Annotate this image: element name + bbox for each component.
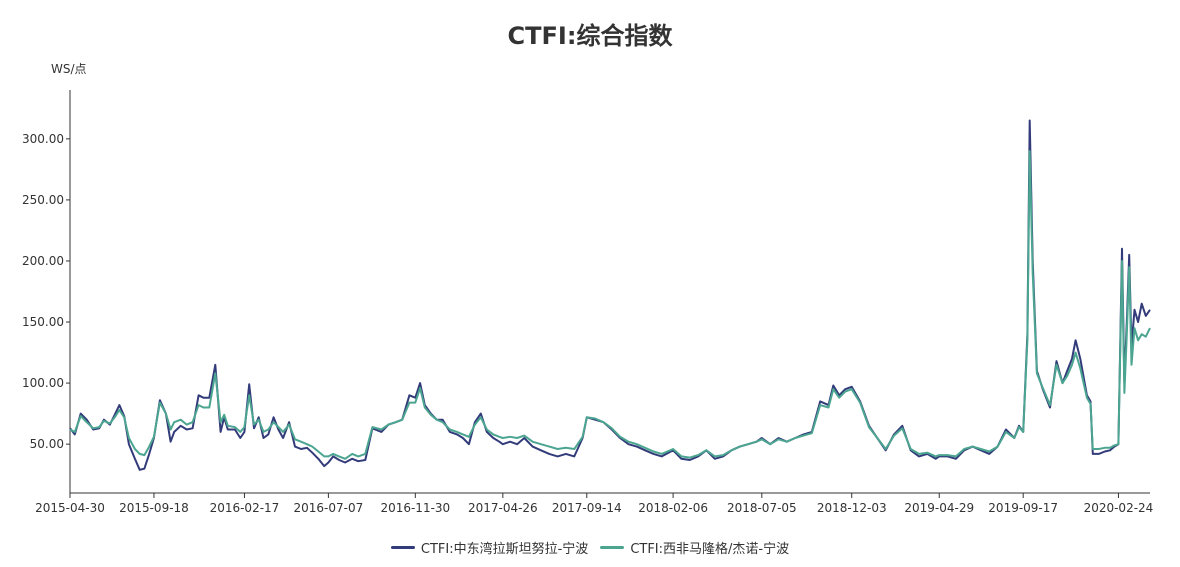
x-tick-label: 2018-02-06 [638, 501, 708, 515]
y-tick-label: 250.00 [22, 193, 64, 207]
legend-label-series-1: CTFI:中东湾拉斯坦努拉-宁波 [420, 542, 589, 557]
x-tick-label: 2015-09-18 [119, 501, 189, 515]
x-tick-label: 2016-11-30 [380, 501, 450, 515]
legend-swatch-series-1 [390, 546, 415, 549]
series-line-1 [69, 119, 1151, 471]
x-tick-label: 2020-02-24 [1084, 501, 1154, 515]
legend: CTFI:中东湾拉斯坦努拉-宁波 CTFI:西非马隆格/杰诺-宁波 [0, 538, 1180, 557]
legend-swatch-series-2 [600, 546, 625, 549]
y-tick-label: 200.00 [22, 254, 64, 268]
x-tick-label: 2018-12-03 [817, 501, 887, 515]
y-axis-unit-label: WS/点 [51, 62, 87, 76]
x-tick-label: 2017-09-14 [552, 501, 622, 515]
y-tick-label: 300.00 [22, 132, 64, 146]
y-tick-label: 100.00 [22, 376, 64, 390]
x-tick-label: 2015-04-30 [35, 501, 105, 515]
legend-item-series-1[interactable]: CTFI:中东湾拉斯坦努拉-宁波 [390, 538, 589, 557]
legend-item-series-2[interactable]: CTFI:西非马隆格/杰诺-宁波 [600, 538, 789, 557]
x-tick-label: 2016-07-07 [294, 501, 364, 515]
y-tick-label: 50.00 [30, 437, 64, 451]
chart-title: CTFI:综合指数 [507, 22, 673, 50]
x-tick-label: 2016-02-17 [210, 501, 280, 515]
y-tick-label: 150.00 [22, 315, 64, 329]
series-layer [69, 119, 1151, 471]
x-tick-label: 2018-07-05 [727, 501, 797, 515]
series-line-2 [69, 150, 1151, 460]
x-tick-label: 2019-09-17 [988, 501, 1058, 515]
x-tick-label: 2017-04-26 [468, 501, 538, 515]
x-tick-label: 2019-04-29 [904, 501, 974, 515]
axes: 50.00 100.00 150.00 200.00 250.00 300.00 2015-… [22, 90, 1153, 515]
legend-label-series-2: CTFI:西非马隆格/杰诺-宁波 [630, 542, 790, 557]
